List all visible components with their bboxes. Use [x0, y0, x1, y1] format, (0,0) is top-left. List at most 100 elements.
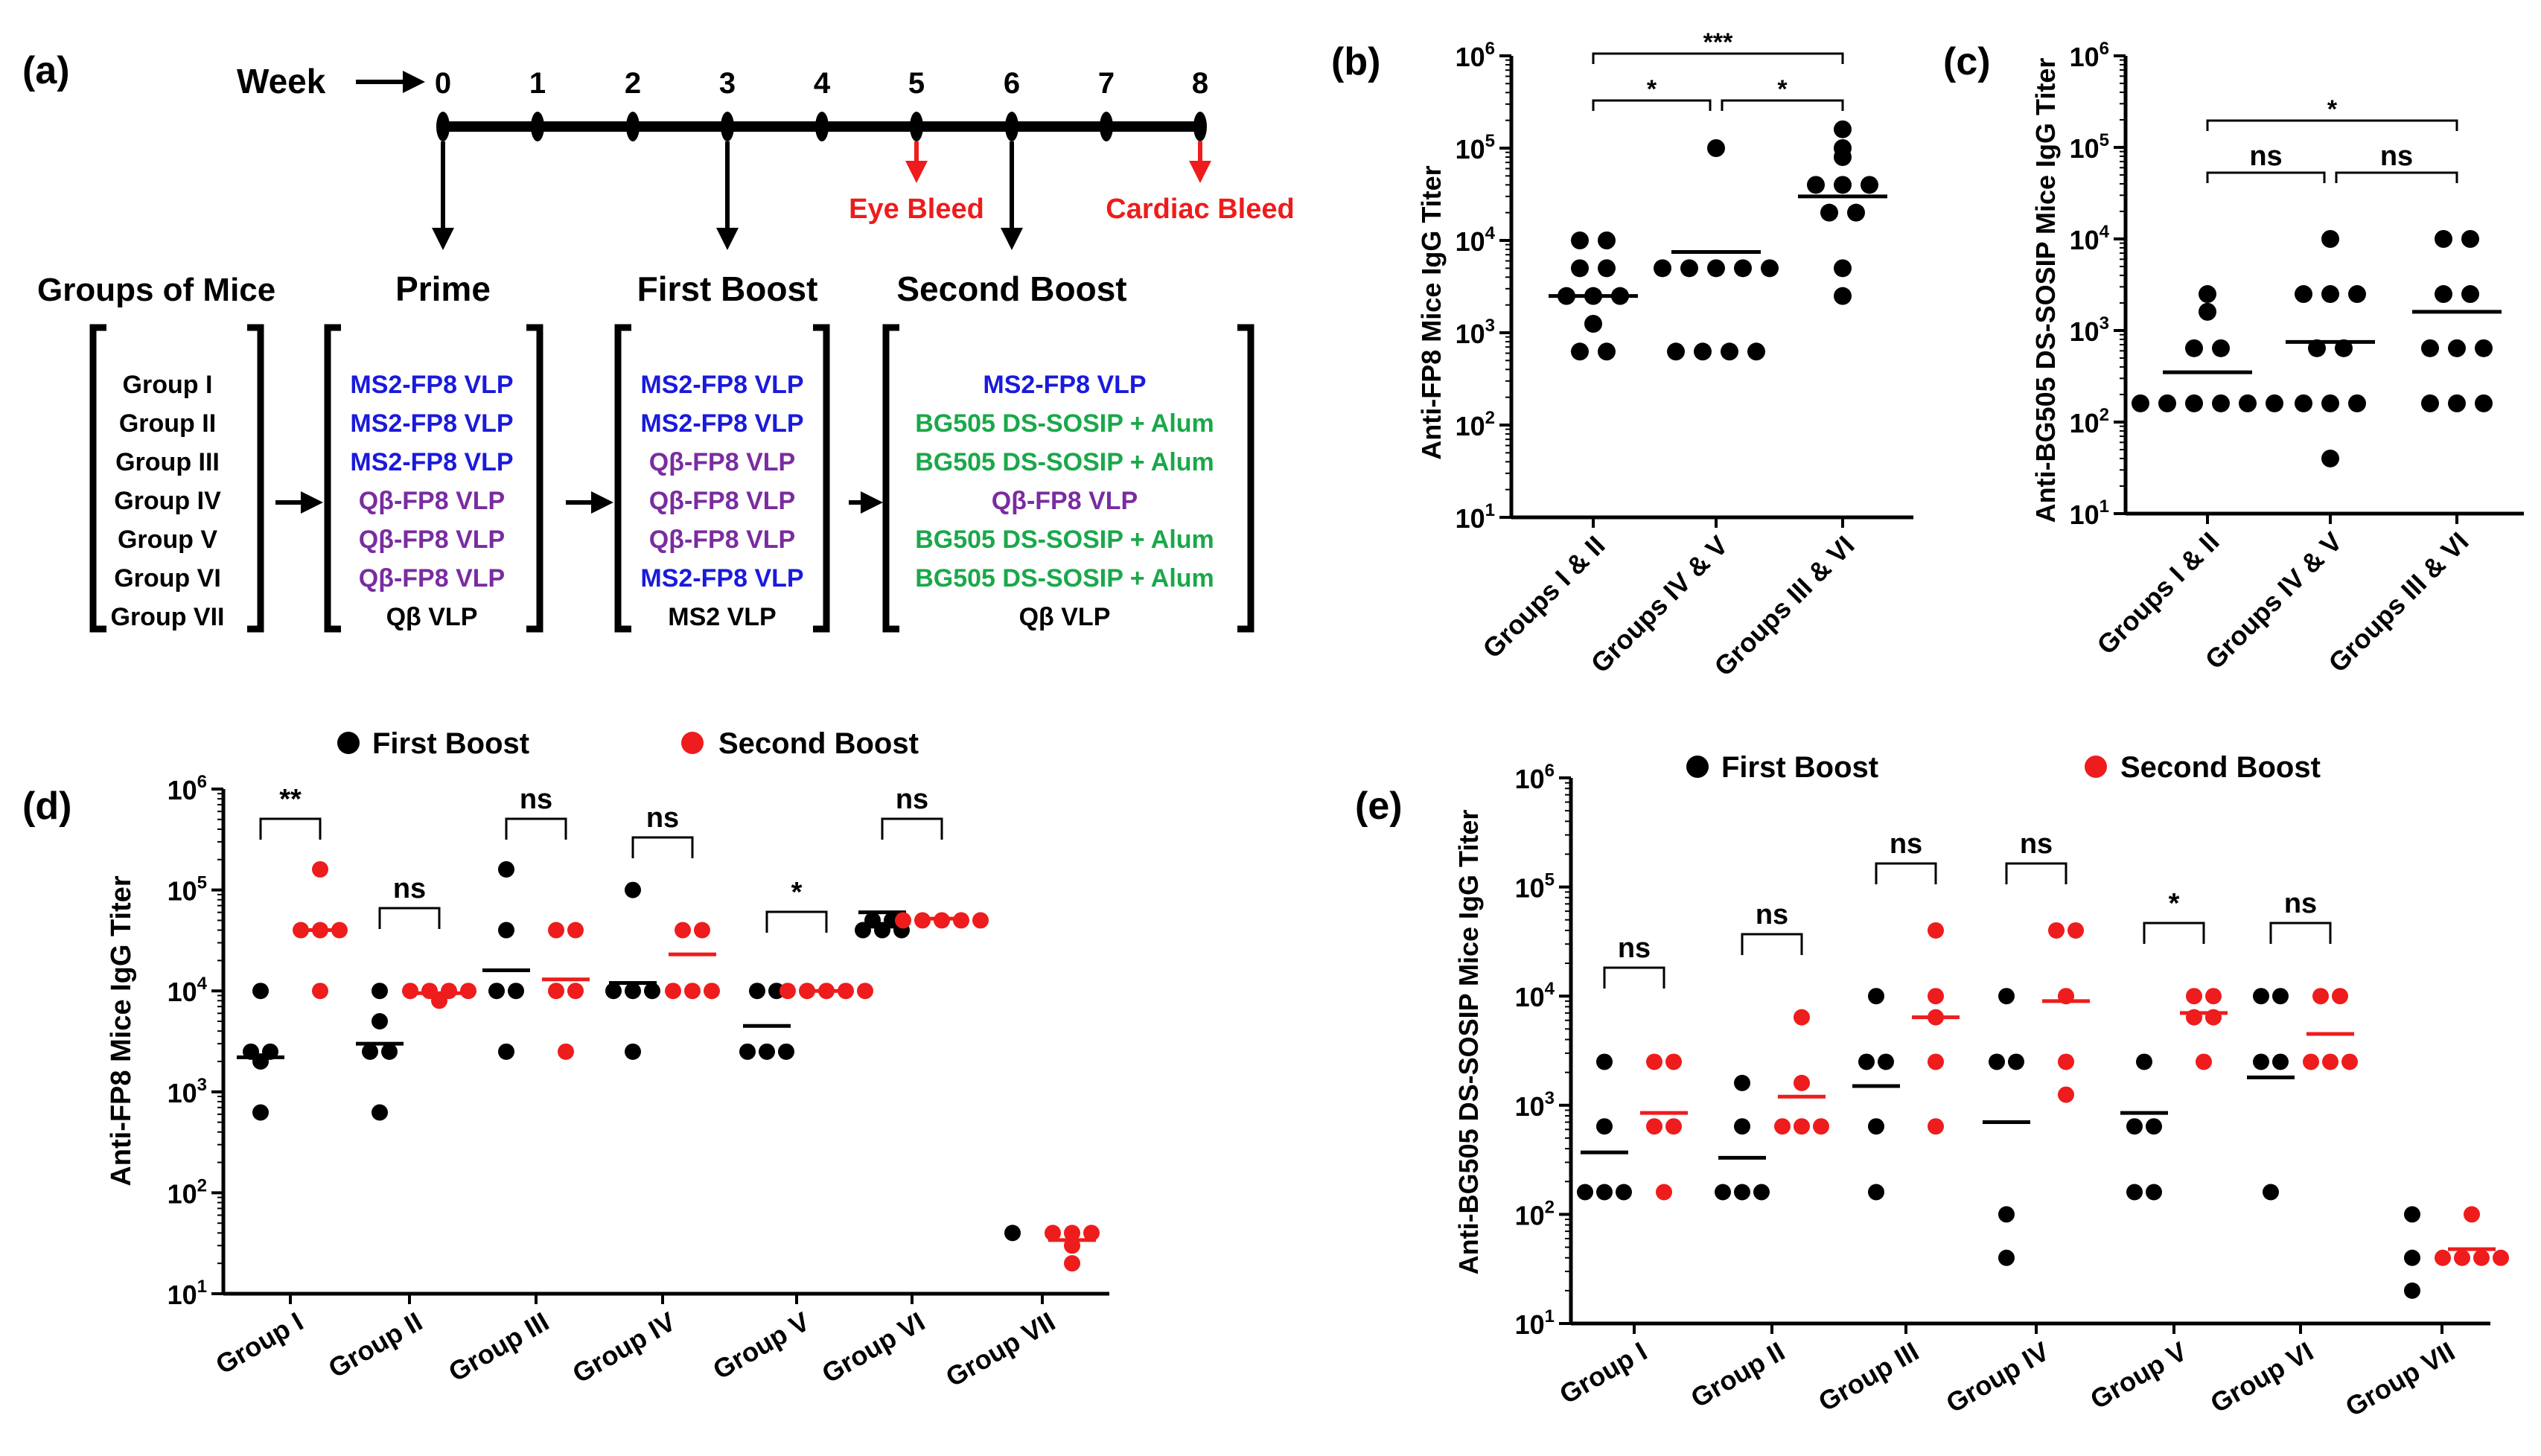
- groups-header: Groups of Mice: [37, 272, 275, 308]
- e-first-boost-point: [2272, 1053, 2289, 1070]
- d-y-tick-label: 105: [168, 873, 207, 907]
- e-first-boost-point: [2136, 1053, 2152, 1070]
- d-ylabel: Anti-FP8 Mice IgG Titer: [106, 875, 137, 1187]
- b-point: [1834, 176, 1852, 194]
- second-boost-list-entry: BG505 DS-SOSIP + Alum: [915, 526, 1214, 554]
- b-point: [1598, 232, 1616, 249]
- e-first-boost-point: [1596, 1184, 1613, 1201]
- e-second-boost-point: [1928, 988, 1944, 1005]
- d-second-boost-point: [665, 983, 681, 1000]
- chart-d: 101 102 103 104 105 106 Group I ** Group II ns Gro…: [168, 772, 1109, 1393]
- legend-e-first: First Boost: [1721, 751, 1878, 784]
- e-y-tick-label: 106: [1515, 761, 1555, 794]
- d-first-boost-point: [508, 983, 524, 1000]
- first-boost-list-entry: MS2 VLP: [668, 603, 776, 631]
- e-significance-label: ns: [2284, 888, 2317, 919]
- e-x-tick-label: Group VII: [2340, 1335, 2460, 1423]
- prime-list-entry: MS2-FP8 VLP: [350, 409, 513, 438]
- b-point: [1834, 120, 1852, 138]
- panel-label-d: (d): [22, 785, 71, 828]
- b-point: [1654, 259, 1671, 278]
- e-second-boost-point: [2303, 1053, 2319, 1070]
- c-y-tick-label: 105: [2070, 130, 2109, 164]
- e-first-boost-point: [2146, 1184, 2162, 1201]
- legend-e-first-marker: [1686, 756, 1709, 778]
- groups-list-entry: Group VI: [114, 564, 221, 593]
- e-first-boost-point: [1734, 1118, 1750, 1135]
- prime-list-left-bracket: [324, 324, 341, 633]
- second-boost-list-entry: MS2-FP8 VLP: [983, 371, 1146, 399]
- e-second-boost-point: [2435, 1249, 2451, 1266]
- groups-list-entry: Group IV: [114, 487, 221, 515]
- d-second-boost-point: [548, 922, 564, 939]
- b-significance-label: ***: [1703, 28, 1733, 57]
- c-point: [2239, 394, 2257, 412]
- e-first-boost-point: [1616, 1184, 1632, 1201]
- c-point: [2348, 285, 2366, 304]
- week-tick-4: [815, 112, 829, 141]
- e-significance-label: *: [2169, 888, 2180, 919]
- d-significance-label: ns: [393, 873, 426, 904]
- c-point: [2475, 394, 2493, 412]
- d-second-boost-point: [857, 983, 873, 1000]
- first-boost-list-entry: Qβ-FP8 VLP: [649, 448, 795, 476]
- d-x-tick-label: Group III: [443, 1306, 554, 1388]
- groups-list-left-bracket: [89, 324, 106, 633]
- b-point: [1847, 203, 1865, 222]
- event-label-eye-bleed: Eye Bleed: [849, 194, 984, 225]
- prime-list-entry: MS2-FP8 VLP: [350, 371, 513, 399]
- d-second-boost-point: [312, 860, 328, 878]
- b-point: [1747, 342, 1765, 361]
- week-number-8: 8: [1192, 67, 1208, 100]
- week-number-2: 2: [625, 67, 641, 100]
- d-second-boost-point: [779, 983, 796, 1000]
- d-second-boost-point: [460, 983, 476, 1000]
- b-significance-bracket: [1592, 99, 1712, 111]
- c-point: [2435, 285, 2452, 304]
- first-boost-list-entry: Qβ-FP8 VLP: [649, 487, 795, 515]
- b-ylabel: Anti-FP8 Mice IgG Titer: [1416, 165, 1447, 459]
- e-significance-bracket: [2005, 862, 2067, 884]
- d-second-boost-point: [694, 922, 710, 939]
- b-point: [1721, 342, 1738, 361]
- e-first-boost-point: [1998, 1206, 2015, 1223]
- d-first-boost-point: [644, 983, 660, 1000]
- c-point: [2185, 394, 2203, 412]
- week-number-4: 4: [814, 67, 831, 100]
- b-point: [1707, 259, 1725, 278]
- e-x-tick-label: Group VI: [2205, 1335, 2318, 1419]
- d-first-boost-point: [778, 1043, 794, 1060]
- e-second-boost-point: [1928, 922, 1944, 939]
- e-significance-label: ns: [1618, 933, 1651, 964]
- d-second-boost-point: [1064, 1224, 1080, 1242]
- legend-e-second-marker: [2085, 756, 2107, 778]
- b-y-tick-label: 104: [1456, 223, 1496, 257]
- e-y-tick-label: 101: [1515, 1306, 1555, 1340]
- c-point: [2461, 285, 2479, 304]
- groups-list-entry: Group V: [118, 526, 217, 554]
- c-significance-label: ns: [2249, 141, 2282, 172]
- prime-list-entry: Qβ-FP8 VLP: [359, 564, 505, 593]
- d-significance-label: ns: [520, 784, 552, 815]
- d-first-boost-point: [372, 983, 388, 1000]
- e-first-boost-point: [2404, 1249, 2420, 1266]
- e-significance-bracket: [1741, 933, 1803, 955]
- d-first-boost-point: [759, 1043, 775, 1060]
- e-first-boost-point: [1998, 1249, 2015, 1266]
- d-first-boost-point: [749, 983, 765, 1000]
- e-first-boost-point: [1734, 1184, 1750, 1201]
- c-point: [2132, 394, 2149, 412]
- e-second-boost-point: [2058, 1053, 2074, 1070]
- d-first-boost-point: [372, 1104, 388, 1121]
- c-point: [2212, 394, 2230, 412]
- panel-a-schedule: (a) Week 0 1 2 3 4 5 6 7 8 Prime First Boost Secon…: [22, 49, 1295, 633]
- legend-e-second: Second Boost: [2120, 751, 2321, 784]
- first-boost-list-entry: MS2-FP8 VLP: [640, 371, 803, 399]
- e-second-boost-point: [1794, 1118, 1810, 1135]
- d-first-boost-point: [625, 983, 641, 1000]
- week-label: Week: [237, 62, 326, 100]
- d-second-boost-point: [675, 922, 691, 939]
- first-boost-list-left-bracket: [614, 324, 631, 633]
- b-significance-bracket: [1592, 52, 1844, 64]
